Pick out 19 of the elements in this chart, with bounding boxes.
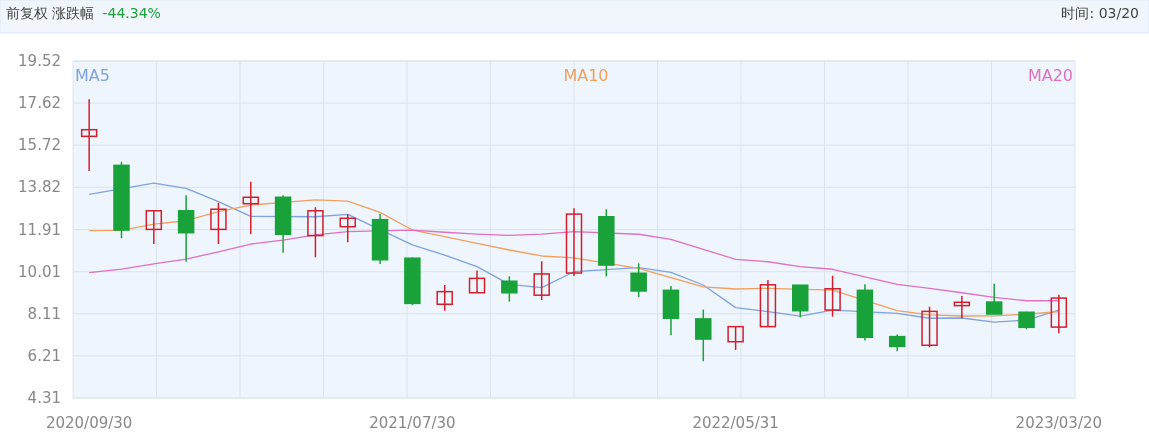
x-tick-label: 2022/05/31 — [692, 414, 779, 432]
y-tick-label: 13.82 — [18, 178, 61, 197]
x-tick-label: 2023/03/20 — [1015, 414, 1103, 432]
text: MA20 — [1027, 66, 1073, 85]
y-tick-label: 17.62 — [18, 94, 61, 113]
text: -44.34% — [102, 5, 161, 21]
y-tick-label: 19.52 — [18, 52, 61, 70]
y-tick-label: 15.72 — [18, 136, 61, 155]
y-tick-label: 6.21 — [27, 346, 61, 365]
x-tick-label: 2021/07/30 — [369, 414, 456, 432]
text: MA10 — [563, 66, 609, 85]
y-tick-label: 10.01 — [18, 262, 61, 281]
x-tick-label: 2020/09/30 — [45, 414, 133, 432]
y-tick-label: 11.91 — [18, 220, 61, 239]
chart-title: 前复权 涨跌幅 — [6, 5, 95, 21]
y-tick-label: 4.31 — [27, 389, 61, 407]
y-tick-label: 8.11 — [27, 304, 61, 323]
text: MA5 — [75, 66, 110, 85]
text: 时间: 03/20 — [1061, 5, 1139, 21]
